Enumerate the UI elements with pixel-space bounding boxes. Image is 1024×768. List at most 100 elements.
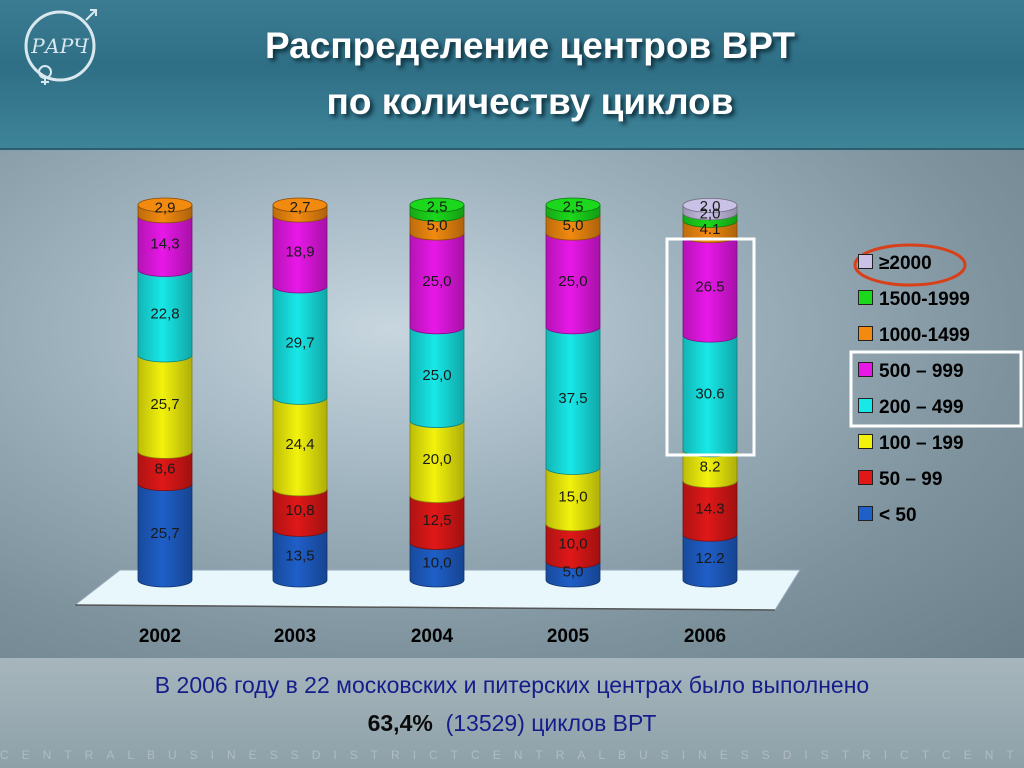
- data-label-2004-<50: 10,0: [422, 554, 451, 571]
- bar-2004-200-499: [409, 326, 465, 429]
- legend-label: 1500-1999: [879, 289, 970, 310]
- caption-line-2: 63,4% (13529) циклов ВРТ: [0, 710, 1024, 737]
- data-label-2005-100-199: 15,0: [558, 489, 587, 506]
- data-label-2002-1000-1499: 2,9: [155, 199, 176, 216]
- legend-swatch: [858, 326, 873, 342]
- legend-swatch: [858, 398, 873, 414]
- x-tick-label-2003: 2003: [274, 626, 316, 647]
- legend-item-500-999: 500 – 999: [858, 358, 1008, 394]
- data-label-2005-1000-1499: 5,0: [563, 217, 584, 234]
- data-label-2002-500-999: 14,3: [150, 236, 179, 253]
- legend-swatch: [858, 290, 873, 306]
- caption-cycles: (13529) циклов ВРТ: [445, 710, 657, 736]
- legend-label: 500 – 999: [879, 361, 964, 382]
- data-label-2005-<50: 5,0: [563, 564, 584, 581]
- legend-swatch: [858, 506, 873, 522]
- data-label-2003-1000-1499: 2,7: [290, 199, 311, 216]
- bar-2006-200-499: [682, 334, 738, 458]
- data-label-2005-50-99: 10,0: [558, 536, 587, 553]
- data-label-2005-500-999: 25,0: [558, 273, 587, 290]
- data-label-2006-200-499: 30.6: [695, 386, 724, 403]
- rarch-logo-icon: РАРЧ: [24, 9, 97, 85]
- data-label-2004-500-999: 25,0: [422, 273, 451, 290]
- data-label-2005-200-499: 37,5: [558, 390, 587, 407]
- bar-2003-<50: [272, 528, 328, 588]
- legend-item-50-99: 50 – 99: [858, 466, 1008, 502]
- x-axis-line: [74, 604, 776, 611]
- data-label-2003-50-99: 10,8: [285, 502, 314, 519]
- bar-2006-50-99: [682, 480, 738, 542]
- caption-line-1: В 2006 году в 22 московских и питерских …: [154, 672, 870, 698]
- bar-2003-500-999: [272, 214, 328, 294]
- data-label-2004-100-199: 20,0: [422, 451, 451, 468]
- data-label-2006-50-99: 14.3: [695, 500, 724, 517]
- bar-2006-500-999: [682, 235, 738, 343]
- highlight-box-2006: [665, 237, 756, 457]
- x-tick-label-2006: 2006: [684, 626, 726, 647]
- x-tick-label-2004: 2004: [411, 626, 454, 647]
- legend-label: ≥2000: [879, 253, 932, 274]
- bar-2003-100-199: [272, 396, 328, 497]
- legend-item-2000+: ≥2000: [858, 250, 1008, 286]
- bar-2004-500-999: [409, 232, 465, 335]
- bar-2003-50-99: [272, 488, 328, 537]
- legend-item-<50: < 50: [858, 502, 1008, 538]
- legend-item-1500-1999: 1500-1999: [858, 286, 1008, 322]
- bar-2005-200-499: [545, 326, 601, 475]
- data-label-2006-1500-1999: 2,0: [700, 206, 721, 223]
- bar-2005-500-999: [545, 232, 601, 335]
- data-label-2006-2000+: 2,0: [700, 198, 721, 215]
- data-label-2004-1000-1499: 5,0: [427, 217, 448, 234]
- caption-area: [0, 658, 1024, 768]
- bar-2002-50-99: [137, 450, 193, 492]
- data-label-2005-1500-1999: 2,5: [563, 199, 584, 216]
- legend-circle-2000: [853, 243, 967, 287]
- legend-label: 50 – 99: [879, 469, 943, 490]
- footer-watermark: CENTRALBUSINESSDISTRICTCENTRALBUSINESSDI…: [0, 748, 1024, 762]
- title-line-2: по количеству циклов: [326, 81, 734, 122]
- legend-label: < 50: [879, 505, 917, 526]
- data-label-2003-500-999: 18,9: [285, 244, 314, 261]
- bar-2002-<50: [137, 483, 193, 588]
- bar-2006-100-199: [682, 449, 738, 489]
- bar-2004-50-99: [409, 495, 465, 550]
- legend-label: 200 – 499: [879, 397, 964, 418]
- legend-label: 100 – 199: [879, 433, 964, 454]
- data-label-2002-<50: 25,7: [150, 525, 179, 542]
- bar-2004-100-199: [409, 420, 465, 504]
- bar-top-2004: [409, 197, 465, 213]
- x-tick-label-2005: 2005: [547, 626, 590, 647]
- data-label-2006-<50: 12.2: [695, 550, 724, 567]
- legend-swatch: [858, 362, 873, 378]
- bar-2002-200-499: [137, 269, 193, 363]
- data-label-2006-100-199: 8.2: [700, 458, 721, 475]
- bar-stack-2005: [545, 197, 601, 588]
- bar-2003-200-499: [272, 285, 328, 405]
- data-label-2002-100-199: 25,7: [150, 396, 179, 413]
- slide-header: РАРЧ Распределение центров ВРТ по количе…: [0, 0, 1024, 150]
- data-label-2006-500-999: 26.5: [695, 278, 724, 295]
- legend-item-100-199: 100 – 199: [858, 430, 1008, 466]
- bar-top-2003: [272, 197, 328, 213]
- title-line-1: Распределение центров ВРТ: [264, 25, 795, 66]
- bar-top-2002: [137, 197, 193, 213]
- legend-swatch: [858, 434, 873, 450]
- data-label-2002-50-99: 8,6: [155, 461, 176, 478]
- bar-2004-<50: [409, 542, 465, 588]
- data-label-2006-1000-1499: 4.1: [700, 221, 721, 238]
- bar-2002-500-999: [137, 215, 193, 277]
- data-label-2003-<50: 13,5: [285, 548, 314, 565]
- bar-2005-50-99: [545, 523, 601, 569]
- bar-2002-100-199: [137, 354, 193, 459]
- data-label-2004-1500-1999: 2,5: [427, 199, 448, 216]
- caption-percent: 63,4%: [367, 710, 433, 736]
- data-label-2002-200-499: 22,8: [150, 305, 179, 322]
- legend-label: 1000-1499: [879, 325, 970, 346]
- legend-swatch: [858, 254, 873, 270]
- bar-stack-2006: [682, 197, 738, 588]
- bar-top-2005: [545, 197, 601, 213]
- bar-stack-2004: [409, 197, 465, 588]
- legend-item-200-499: 200 – 499: [858, 394, 1008, 430]
- data-label-2004-50-99: 12,5: [422, 512, 451, 529]
